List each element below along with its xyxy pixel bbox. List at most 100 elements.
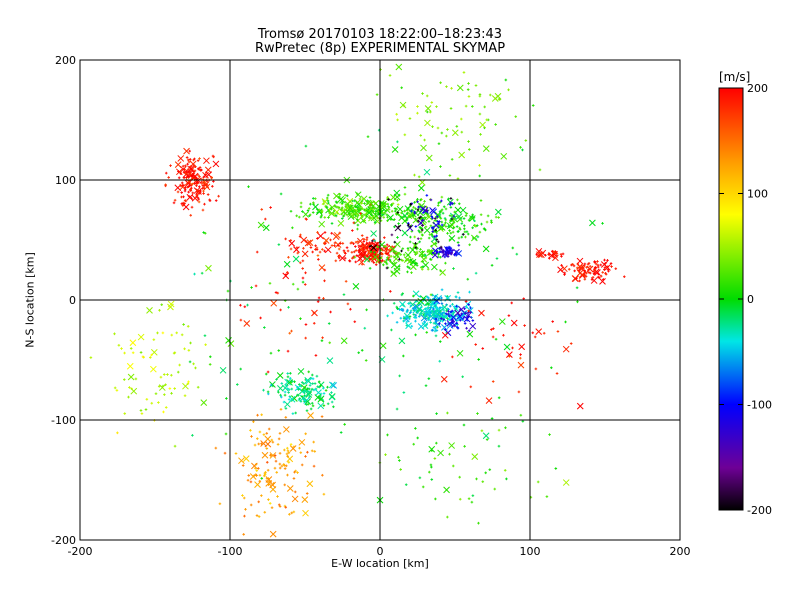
data-point	[371, 239, 374, 243]
data-point	[490, 221, 493, 224]
data-point	[365, 242, 368, 246]
data-point	[387, 207, 391, 211]
data-point	[412, 216, 420, 224]
data-point	[449, 201, 453, 205]
data-point	[192, 158, 195, 162]
data-point	[368, 245, 372, 248]
data-point	[452, 214, 456, 218]
data-point	[414, 242, 417, 245]
data-point	[462, 217, 466, 220]
data-point	[354, 212, 358, 215]
data-point	[414, 207, 417, 211]
data-point	[356, 223, 360, 227]
data-point	[452, 226, 455, 230]
data-point	[465, 212, 469, 215]
data-point	[347, 211, 351, 215]
data-point	[191, 194, 199, 202]
data-point	[447, 252, 451, 255]
data-point	[440, 195, 444, 199]
data-point	[196, 167, 200, 171]
data-point	[358, 258, 365, 266]
data-point	[365, 238, 369, 242]
data-point	[414, 246, 418, 250]
data-point	[428, 233, 432, 236]
data-point	[401, 229, 409, 237]
data-point	[415, 250, 419, 254]
data-point	[473, 219, 476, 223]
data-point	[435, 250, 439, 253]
data-point	[381, 211, 385, 215]
data-point	[198, 166, 202, 169]
data-point	[346, 197, 354, 205]
data-point	[360, 234, 364, 237]
data-point	[388, 258, 392, 262]
data-point	[314, 244, 317, 248]
data-point	[386, 219, 389, 223]
data-point	[401, 212, 409, 220]
data-point	[202, 175, 206, 179]
data-point	[451, 219, 455, 223]
data-point	[441, 211, 445, 215]
data-point	[287, 255, 290, 259]
data-point	[354, 191, 362, 199]
data-point	[328, 210, 335, 217]
data-point	[383, 206, 391, 214]
data-point	[468, 243, 471, 247]
data-point	[298, 215, 301, 219]
data-point	[413, 210, 416, 214]
data-point	[298, 235, 302, 238]
data-point	[296, 251, 300, 255]
data-point	[289, 209, 293, 213]
data-point	[429, 257, 432, 261]
data-point	[324, 246, 332, 254]
data-point	[412, 205, 415, 209]
data-point	[289, 247, 293, 251]
data-point	[317, 232, 324, 240]
data-point	[188, 158, 192, 161]
data-point	[177, 155, 185, 162]
colorbar-tick-label: -200	[747, 504, 772, 517]
data-point	[181, 183, 185, 187]
data-point	[357, 249, 361, 253]
data-point	[389, 260, 392, 263]
data-point	[423, 216, 427, 219]
data-point	[406, 253, 410, 257]
data-point	[494, 208, 502, 216]
data-point	[432, 221, 440, 229]
data-point	[196, 189, 200, 192]
data-point	[437, 240, 440, 244]
data-point	[486, 214, 490, 218]
data-point	[354, 199, 362, 206]
data-point	[409, 225, 412, 228]
data-point	[172, 201, 176, 205]
data-point	[419, 266, 423, 269]
data-point	[384, 245, 387, 248]
data-point	[350, 241, 354, 244]
data-point	[179, 184, 183, 188]
y-tick-label: -200	[51, 534, 76, 547]
data-point	[422, 261, 429, 269]
data-point	[343, 256, 347, 260]
data-point	[201, 208, 205, 212]
data-point	[385, 266, 389, 270]
y-tick-label: 100	[55, 174, 76, 187]
data-point	[355, 254, 359, 257]
data-point	[311, 211, 315, 214]
data-point	[409, 202, 412, 206]
data-point	[184, 164, 187, 168]
data-point	[365, 209, 373, 217]
data-point	[459, 206, 467, 214]
data-point	[334, 205, 338, 209]
data-point	[334, 259, 338, 263]
data-point	[359, 207, 363, 211]
data-point	[436, 220, 440, 223]
data-point	[382, 216, 386, 219]
data-point	[325, 239, 328, 243]
data-point	[340, 206, 344, 210]
data-point	[354, 214, 358, 218]
data-point	[440, 199, 443, 203]
data-point	[338, 242, 342, 245]
data-point	[311, 197, 315, 200]
data-point	[418, 216, 421, 220]
